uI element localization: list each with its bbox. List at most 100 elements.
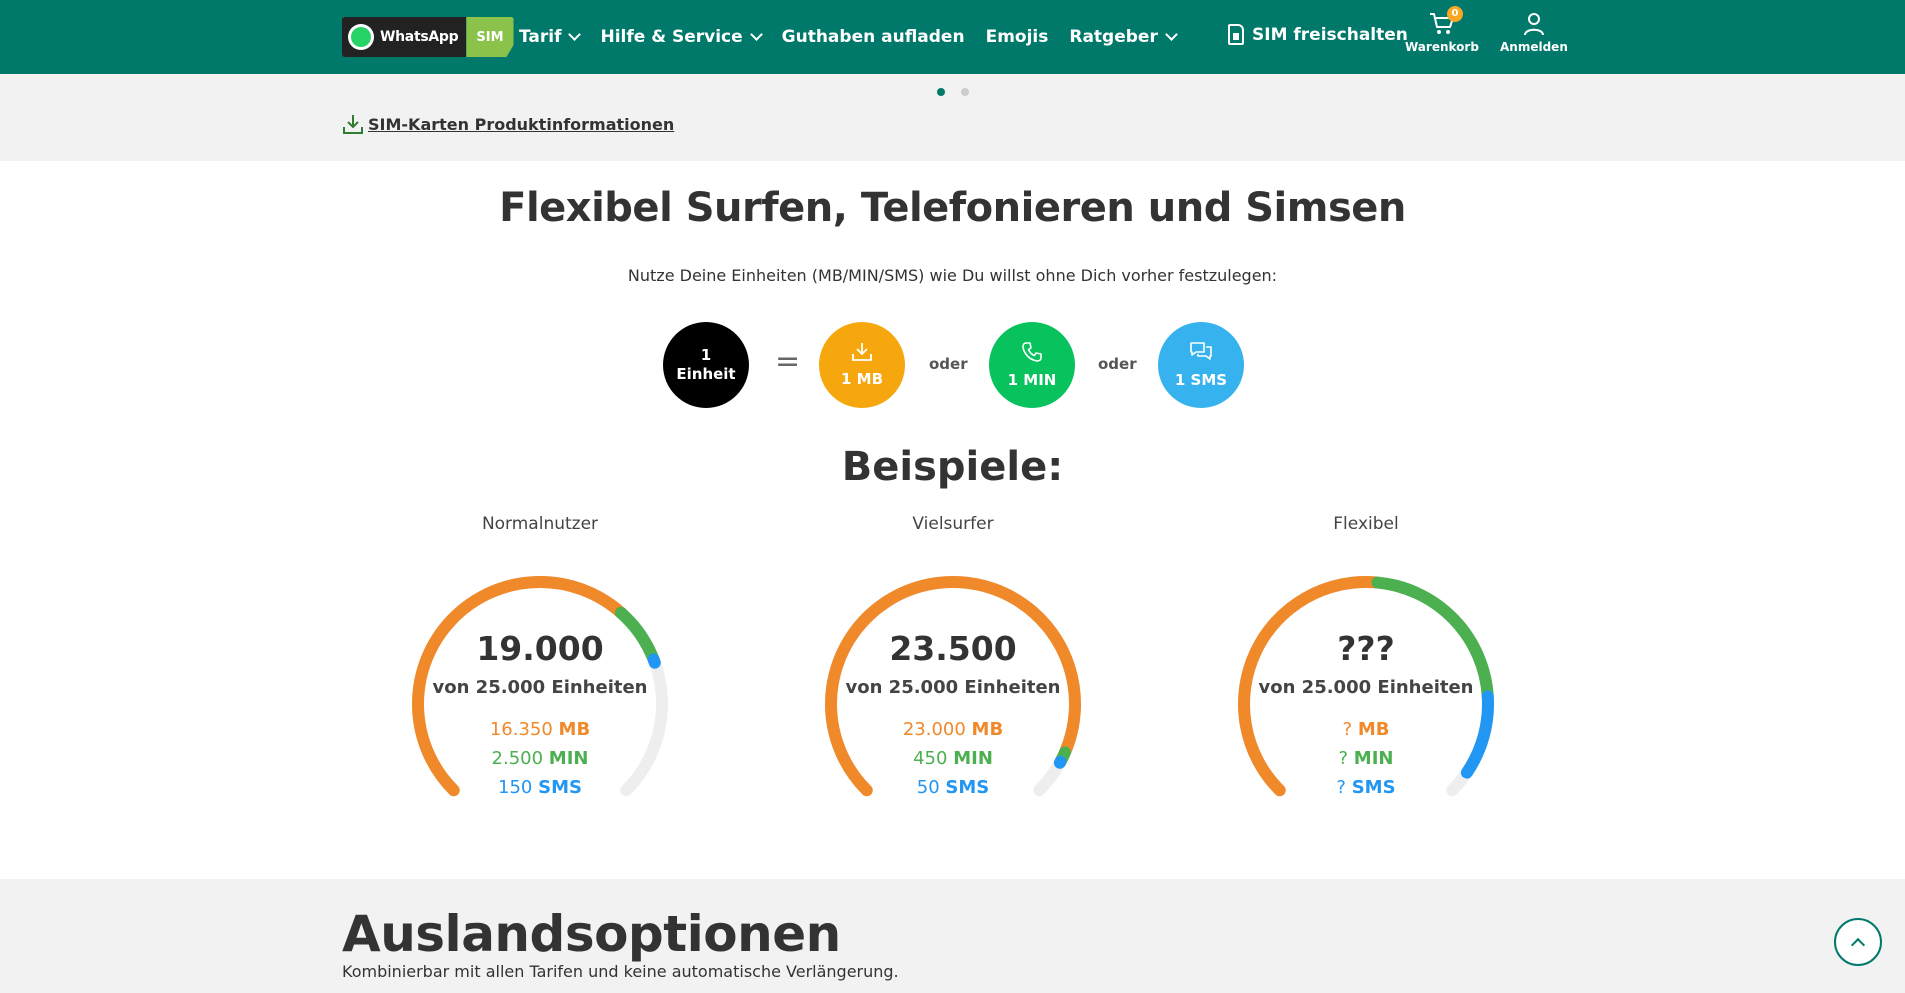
unit-circle: 1 Einheit — [663, 322, 749, 408]
gauge-min-unit: MIN — [548, 748, 589, 769]
site-header: WhatsApp SIM Tarif Hilfe & Service Gutha… — [0, 0, 1905, 74]
gauge-mb-value: ? — [1342, 719, 1353, 740]
scroll-to-top-button[interactable] — [1834, 918, 1882, 966]
gauge-sms-value: 50 — [916, 777, 940, 798]
gauge-title: Normalnutzer — [481, 514, 599, 534]
whatsapp-icon — [348, 24, 374, 50]
nav-item-guthaben-aufladen[interactable]: Guthaben aufladen — [782, 27, 965, 47]
gauge-value: 19.000 — [476, 629, 604, 668]
download-icon — [852, 342, 872, 361]
gauge-sms-unit: SMS — [945, 777, 990, 798]
chevron-down-icon — [749, 28, 763, 41]
gauge-min-line: 450 MIN — [783, 748, 1123, 769]
gauge-mb-unit: MB — [971, 719, 1004, 740]
product-info-label: SIM-Karten Produktinformationen — [368, 114, 675, 134]
chevron-down-icon — [1164, 28, 1178, 41]
gauge-total: von 25.000 Einheiten — [845, 677, 1061, 698]
gauge-min-unit: MIN — [953, 748, 993, 769]
unit-number: 1 — [700, 346, 712, 365]
sim-card-icon — [1228, 24, 1244, 45]
carousel-dot-1[interactable] — [937, 88, 945, 96]
logo-whatsapp: WhatsApp — [342, 17, 467, 57]
mb-circle: 1 MB — [819, 322, 905, 408]
gauge-segment-min — [1371, 576, 1494, 703]
mb-label: 1 MB — [840, 369, 884, 388]
sim-unlock-link[interactable]: SIM freischalten — [1228, 24, 1408, 45]
gauge-mb-unit: MB — [1357, 719, 1390, 740]
min-circle: 1 MIN — [989, 322, 1075, 408]
nav-item-label: Tarif — [519, 27, 562, 47]
gauge-segment-sms — [647, 653, 661, 669]
gauge-value: 23.500 — [889, 629, 1017, 668]
gauge-min-unit: MIN — [1353, 748, 1394, 769]
or-text: oder — [929, 355, 968, 373]
sms-circle: 1 SMS — [1158, 322, 1244, 408]
gauge-flexibel: Flexibel ??? von 25.000 Einheiten ? MB ?… — [1196, 512, 1536, 852]
section-title: Flexibel Surfen, Telefonieren und Simsen — [499, 185, 1406, 231]
gauge-ring — [825, 576, 1081, 797]
ausland-section: Auslandsoptionen Kombinierbar mit allen … — [0, 879, 1905, 993]
login-button[interactable]: Anmelden — [1500, 12, 1568, 54]
user-icon — [1523, 13, 1544, 36]
carousel-dots — [937, 88, 969, 96]
section-subtitle: Nutze Deine Einheiten (MB/MIN/SMS) wie D… — [627, 266, 1278, 285]
gauge-mb-unit: MB — [558, 719, 591, 740]
gauge-segment-sms — [1460, 690, 1494, 779]
info-bar — [0, 74, 1905, 161]
gauge-segment-mb — [825, 576, 1081, 797]
main-nav: Tarif Hilfe & Service Guthaben aufladen … — [519, 0, 1178, 74]
cart-count-badge: 0 — [1447, 6, 1463, 22]
download-icon — [343, 115, 363, 134]
ausland-subtitle: Kombinierbar mit allen Tarifen und keine… — [342, 962, 899, 981]
nav-item-label: Hilfe & Service — [600, 27, 743, 47]
gauge-sms-value: ? — [1336, 777, 1346, 798]
gauge-sms-line: 50 SMS — [783, 777, 1123, 798]
gauge-total: von 25.000 Einheiten — [432, 677, 648, 698]
nav-item-tarif[interactable]: Tarif — [519, 27, 582, 47]
cart-button[interactable]: 0 Warenkorb — [1405, 6, 1479, 54]
sim-unlock-label: SIM freischalten — [1252, 24, 1408, 45]
gauge-sms-unit: SMS — [1351, 777, 1396, 798]
gauge-ring — [1238, 576, 1494, 797]
logo-sim: SIM — [466, 17, 514, 57]
nav-item-ratgeber[interactable]: Ratgeber — [1069, 27, 1178, 47]
chat-icon — [1190, 341, 1212, 360]
nav-item-label: Guthaben aufladen — [781, 27, 965, 47]
gauge-segment-mb — [412, 576, 627, 797]
logo-text: WhatsApp — [380, 29, 459, 45]
equals-sign: = — [775, 344, 801, 379]
nav-item-label: Ratgeber — [1069, 27, 1158, 47]
or-text: oder — [1098, 355, 1137, 373]
nav-item-emojis[interactable]: Emojis — [986, 27, 1049, 47]
gauge-mb-line: 23.000 MB — [783, 719, 1123, 740]
gauge-total: von 25.000 Einheiten — [1258, 677, 1474, 698]
phone-icon — [1022, 341, 1042, 362]
gauge-sms-unit: SMS — [538, 777, 582, 798]
gauge-value: ??? — [1337, 629, 1395, 668]
product-info-link[interactable]: SIM-Karten Produktinformationen — [342, 113, 674, 135]
gauge-segment-mb — [1238, 576, 1384, 797]
gauge-mb-value: 23.000 — [902, 719, 966, 740]
gauge-mb-value: 16.350 — [489, 719, 553, 740]
carousel-dot-2[interactable] — [961, 88, 969, 96]
sms-label: 1 SMS — [1174, 370, 1228, 389]
gauge-mb-line: 16.350 MB — [370, 719, 710, 740]
cart-label: Warenkorb — [1405, 40, 1479, 54]
gauge-normalnutzer: Normalnutzer 19.000 von 25.000 Einheiten… — [370, 512, 710, 852]
site-logo[interactable]: WhatsApp SIM — [342, 17, 514, 57]
ausland-title: Auslandsoptionen — [342, 905, 841, 963]
gauge-sms-line: 150 SMS — [370, 777, 710, 798]
gauge-sms-value: 150 — [498, 777, 533, 798]
unit-word: Einheit — [676, 365, 736, 383]
gauge-min-value: 450 — [913, 748, 948, 769]
gauge-min-value: 2.500 — [491, 748, 544, 769]
gauge-vielsurfer: Vielsurfer 23.500 von 25.000 Einheiten 2… — [783, 512, 1123, 852]
gauge-min-value: ? — [1338, 748, 1349, 769]
unit-equation: 1 Einheit = 1 MB oder 1 MIN oder 1 SMS — [0, 322, 1905, 408]
gauge-mb-line: ? MB — [1196, 719, 1536, 740]
gauge-ring — [412, 576, 668, 797]
gauge-segment-sms — [1053, 755, 1067, 769]
examples-title: Beispiele: — [841, 444, 1064, 490]
nav-item-hilfe-service[interactable]: Hilfe & Service — [600, 27, 763, 47]
chevron-down-icon — [568, 28, 582, 41]
